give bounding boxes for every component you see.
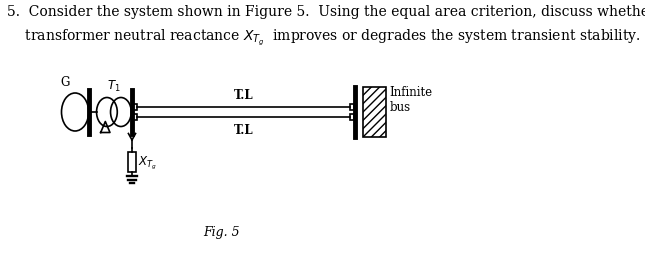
Text: $X_{T_g}$: $X_{T_g}$ <box>138 154 157 171</box>
Text: transformer neutral reactance $X_{T_g}$  improves or degrades the system transie: transformer neutral reactance $X_{T_g}$ … <box>7 27 640 46</box>
Bar <box>350 115 354 120</box>
Text: T.L: T.L <box>234 123 253 136</box>
Bar <box>363 88 386 137</box>
Bar <box>350 105 354 110</box>
Bar <box>128 152 136 172</box>
Text: T.L: T.L <box>234 89 253 102</box>
Text: Fig. 5: Fig. 5 <box>203 226 240 239</box>
Bar <box>133 105 137 110</box>
Bar <box>133 115 137 120</box>
Text: $T_1$: $T_1$ <box>107 78 121 93</box>
Text: G: G <box>61 76 70 89</box>
Text: Infinite
bus: Infinite bus <box>390 86 433 114</box>
Text: 5.  Consider the system shown in Figure 5.  Using the equal area criterion, disc: 5. Consider the system shown in Figure 5… <box>7 5 645 19</box>
